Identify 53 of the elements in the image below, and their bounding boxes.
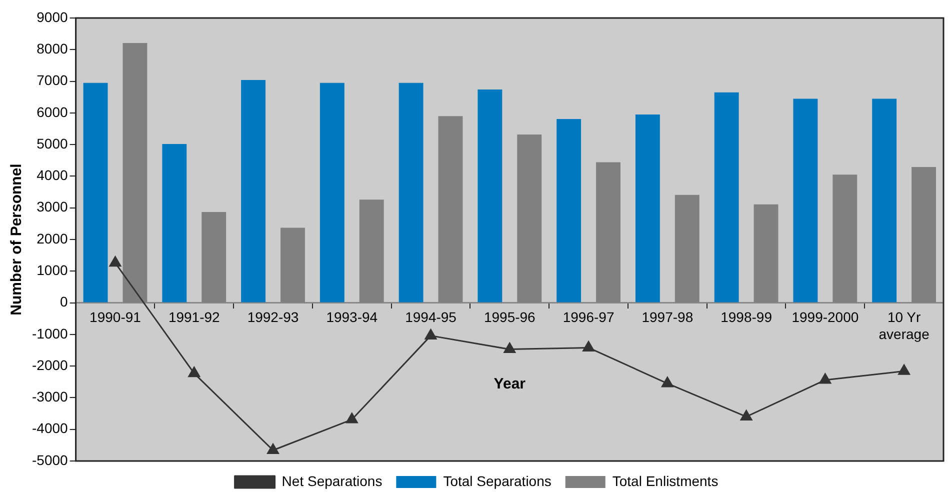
point xyxy=(267,443,279,454)
x-tick-label: 10 Yr average xyxy=(878,309,930,342)
y-tick-label: 8000 xyxy=(36,40,68,56)
point xyxy=(740,410,752,420)
legend-label: Total Enlistments xyxy=(612,472,718,489)
y-tick-label: 2000 xyxy=(36,230,68,246)
legend-label: Net Separations xyxy=(282,472,382,489)
bar xyxy=(556,118,582,302)
y-tick-label: 5000 xyxy=(36,135,68,152)
x-tick-label: 1991-92 xyxy=(168,309,220,326)
y-tick-label: -2000 xyxy=(32,356,68,373)
point xyxy=(346,412,358,424)
y-tick-label: -5000 xyxy=(32,452,68,468)
x-axis-title: Year xyxy=(494,376,526,393)
point xyxy=(819,373,832,384)
x-tick-label: 1998-99 xyxy=(720,309,772,326)
x-tick-label: 1993-94 xyxy=(326,309,378,326)
x-tick-label: 1997-98 xyxy=(642,309,694,326)
point xyxy=(504,342,516,354)
y-tick-label: -3000 xyxy=(32,388,68,405)
bar xyxy=(872,98,897,302)
x-tick-label: 1994-95 xyxy=(405,309,457,326)
y-tick-label: 9000 xyxy=(36,8,68,25)
bar xyxy=(398,82,424,302)
point xyxy=(188,366,200,378)
bar xyxy=(478,90,502,302)
y-tick-label: 0 xyxy=(60,294,68,310)
y-tick-label: -4000 xyxy=(32,420,68,436)
y-tick-label: 1000 xyxy=(36,262,68,278)
y-tick-label: -1000 xyxy=(32,325,68,342)
bar xyxy=(714,92,739,302)
x-tick-label: 1990-91 xyxy=(90,309,142,326)
bar xyxy=(162,144,187,302)
bar xyxy=(320,82,344,302)
y-axis-title: Number of Personnel xyxy=(8,164,26,316)
y-tick-label: 3000 xyxy=(36,198,68,215)
point xyxy=(424,328,437,340)
y-tick-label: 4000 xyxy=(36,167,68,184)
x-tick-label: 1999-2000 xyxy=(792,309,859,326)
point xyxy=(898,364,910,375)
legend-label: Total Separations xyxy=(443,472,552,489)
bar xyxy=(83,82,108,302)
bar xyxy=(241,80,266,302)
y-tick-label: 7000 xyxy=(36,72,68,88)
bar xyxy=(635,114,660,302)
x-tick-label: 1992-93 xyxy=(247,309,299,326)
bar xyxy=(793,98,818,302)
point xyxy=(661,376,674,388)
x-tick-label: 1995-96 xyxy=(484,309,536,326)
x-tick-label: 1996-97 xyxy=(562,309,614,326)
y-tick-label: 6000 xyxy=(36,104,68,120)
point xyxy=(582,340,594,352)
point xyxy=(109,256,122,267)
